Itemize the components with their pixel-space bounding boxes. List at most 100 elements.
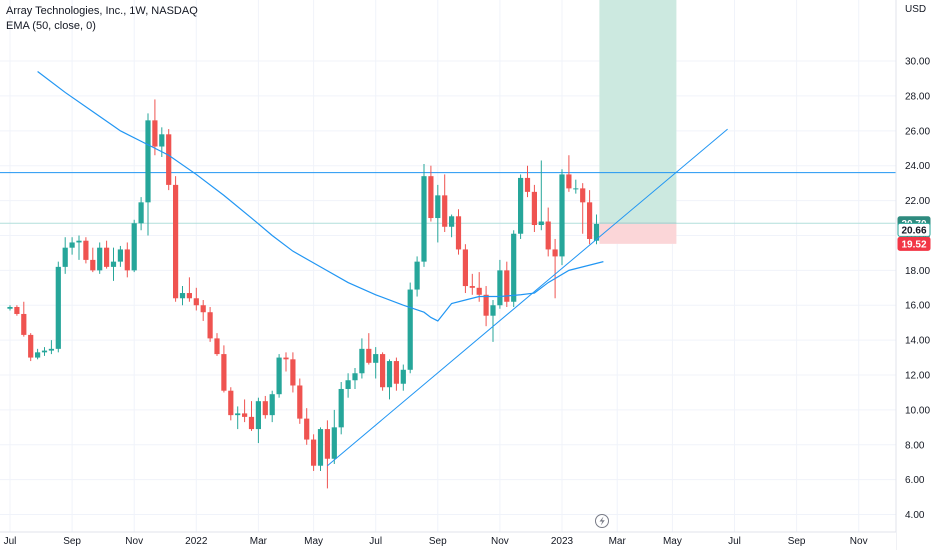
indicator-label[interactable]: EMA (50, close, 0) <box>6 20 96 32</box>
price-tag-bg <box>897 236 931 251</box>
time-tick-label: Jul <box>728 536 741 547</box>
candle-body <box>490 305 496 316</box>
candle-body <box>518 177 524 234</box>
candle-body <box>14 306 20 314</box>
candle-body <box>593 223 600 241</box>
candle-body <box>21 313 27 335</box>
candle-body <box>131 223 137 271</box>
candle-body <box>207 312 213 339</box>
candle-body <box>524 177 531 192</box>
candle-body <box>531 191 537 226</box>
candle-body <box>352 373 358 381</box>
candle-body <box>193 298 199 306</box>
candle-body <box>235 413 241 416</box>
price-axis-bg <box>896 0 932 550</box>
candle-body <box>7 306 13 309</box>
candle-body <box>90 259 96 271</box>
candle-body <box>117 249 123 262</box>
time-tick-label: Sep <box>429 536 447 547</box>
candle-body <box>186 293 192 299</box>
candle-body <box>283 357 289 360</box>
candle-body <box>483 294 489 316</box>
profit-zone[interactable] <box>599 0 677 224</box>
candle-body <box>442 195 448 227</box>
candle-body <box>338 388 344 428</box>
price-tick-label: 24.00 <box>905 161 930 172</box>
loss-zone[interactable] <box>599 223 677 244</box>
time-tick-label: Sep <box>63 536 81 547</box>
price-tick-label: 26.00 <box>905 126 930 137</box>
price-tick-label: 10.00 <box>905 405 930 416</box>
candle-body <box>559 174 565 257</box>
dividend-marker[interactable] <box>595 514 609 528</box>
candle-body <box>324 429 330 459</box>
symbol-title[interactable]: Array Technologies, Inc., 1W, NASDAQ <box>6 5 198 17</box>
candle-body <box>41 350 48 353</box>
chart-legend: Array Technologies, Inc., 1W, NASDAQ EMA… <box>6 4 198 34</box>
candle-body <box>145 120 151 203</box>
candle-body <box>380 354 386 388</box>
candle-body <box>242 413 248 417</box>
candle-body <box>552 249 558 257</box>
time-tick-label: Nov <box>125 536 143 547</box>
candle-body <box>331 427 337 459</box>
candle-body <box>262 401 268 416</box>
trend-line[interactable] <box>327 128 728 467</box>
currency-label: USD <box>905 4 926 15</box>
price-tick-label: 18.00 <box>905 266 930 277</box>
candle-body <box>573 188 579 190</box>
time-tick-label: Jul <box>369 536 382 547</box>
ema-line <box>37 71 604 322</box>
candle-body <box>504 270 510 302</box>
candle-body <box>200 305 206 313</box>
candle-body <box>76 240 82 243</box>
candle-body <box>462 249 468 287</box>
time-tick-label: Jul <box>4 536 17 547</box>
candle-body <box>104 247 110 267</box>
candle-body <box>428 176 434 219</box>
candle-body <box>173 184 179 299</box>
candle-body <box>269 394 275 416</box>
price-tag-bg <box>897 222 931 237</box>
candle-body <box>97 247 103 271</box>
price-tag-label: 20.66 <box>901 225 926 236</box>
price-tick-label: 30.00 <box>905 57 930 68</box>
candle-body <box>290 359 296 386</box>
time-tick-label: May <box>304 536 323 547</box>
time-axis[interactable]: Jul Sep Nov 2022 Mar May Jul Sep Nov 2023 Mar May Ju… <box>0 531 896 550</box>
candle-body <box>373 354 379 363</box>
price-tick-label: 28.00 <box>905 91 930 102</box>
candle-body <box>35 352 41 358</box>
candle-body <box>83 240 89 260</box>
time-tick-label: May <box>663 536 682 547</box>
candle-body <box>545 221 551 250</box>
candle-body <box>304 418 310 440</box>
candle-body <box>228 390 234 416</box>
candle-body <box>359 348 365 374</box>
candle-body <box>179 293 186 299</box>
candle-body <box>110 261 117 267</box>
ema-path <box>37 71 604 322</box>
candle-body <box>455 216 462 250</box>
price-tick-label: 6.00 <box>905 475 925 486</box>
candle-body <box>435 195 441 219</box>
candle-body <box>138 202 144 224</box>
time-tick-label: Mar <box>609 536 627 547</box>
candle-body <box>48 348 54 351</box>
candle-body <box>400 369 406 384</box>
price-tick-label: 4.00 <box>905 510 925 521</box>
price-tag-label: 19.52 <box>901 239 926 250</box>
candle-body <box>276 357 282 395</box>
candle-body <box>317 429 324 466</box>
candle-body <box>311 439 317 466</box>
candle-body <box>255 401 261 430</box>
price-axis[interactable]: 4.00 6.00 8.00 10.00 12.00 14.00 16.00 18.00 20.… <box>895 0 932 550</box>
candle-body <box>152 120 158 147</box>
candle-body <box>62 247 68 267</box>
candle-body <box>566 174 572 189</box>
support-trend-line[interactable] <box>327 128 728 467</box>
candle-body <box>159 134 165 147</box>
time-axis-bg <box>0 532 896 550</box>
candle-body <box>393 361 399 384</box>
